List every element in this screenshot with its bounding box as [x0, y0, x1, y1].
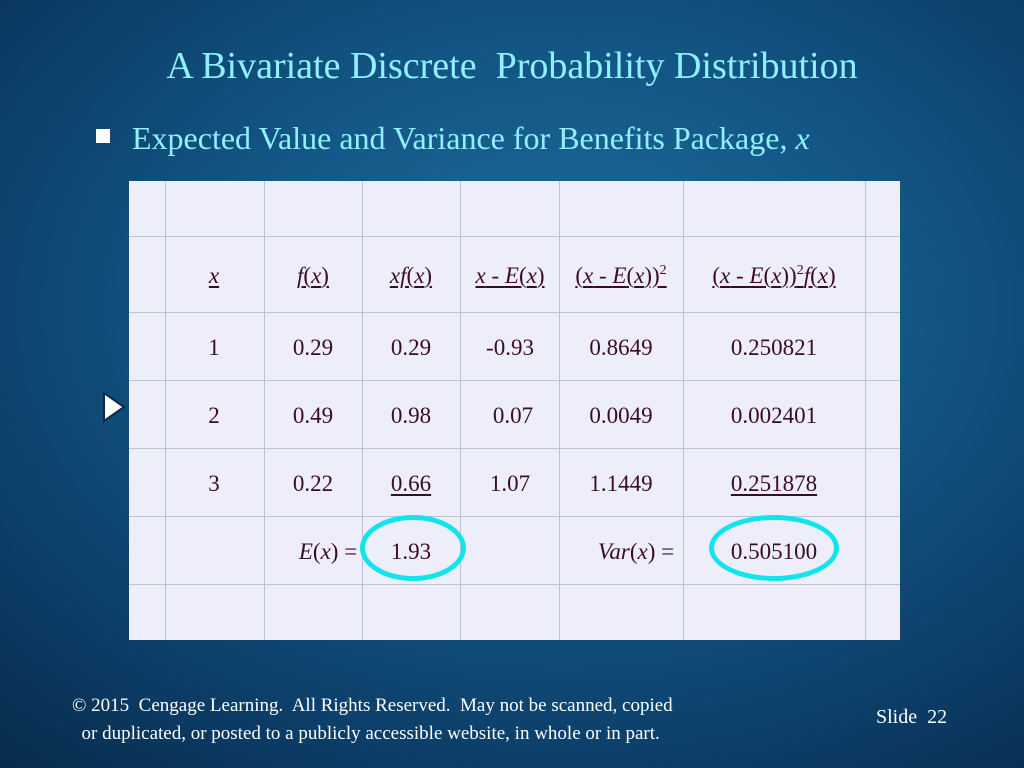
cell-xfx: 0.98 [390, 403, 432, 428]
cell-x: 2 [208, 403, 220, 428]
variance-label: Var(x) = [597, 539, 675, 564]
header-deviation-squared: (x - E(x))2 [575, 263, 667, 288]
cell-weighted-deviation: 0.002401 [730, 403, 818, 428]
variance-highlight [709, 515, 839, 581]
expected-value-label: E(x) = [298, 539, 358, 564]
bullet-text: Expected Value and Variance for Benefits… [132, 120, 796, 156]
cell-deviation-squared: 0.8649 [589, 335, 653, 360]
header-fx: f(x) [297, 263, 329, 288]
slide-title: A Bivariate Discrete Probability Distrib… [166, 45, 858, 87]
cell-deviation: -0.93 [486, 335, 534, 360]
copyright-notice: © 2015 Cengage Learning. All Rights Rese… [72, 692, 673, 748]
distribution-table: x f(x) xf(x) x - E(x) (x - E(x))2 (x - E… [129, 181, 900, 640]
header-weighted-deviation: (x - E(x))2f(x) [712, 263, 836, 288]
cell-x: 3 [208, 471, 220, 496]
expected-value-highlight [360, 515, 466, 581]
header-deviation: x - E(x) [475, 263, 545, 288]
cell-deviation-squared: 1.1449 [589, 471, 653, 496]
slide-number: Slide 22 [876, 706, 948, 728]
header-xfx: xf(x) [389, 263, 433, 288]
cell-fx: 0.22 [292, 471, 334, 496]
cell-xfx: 0.66 [390, 471, 432, 496]
square-bullet-icon [96, 129, 110, 143]
bullet-variable: x [795, 120, 810, 156]
cell-weighted-deviation: 0.251878 [730, 471, 818, 496]
copyright-line-1: © 2015 Cengage Learning. All Rights Rese… [72, 695, 673, 716]
bullet-point: Expected Value and Variance for Benefits… [96, 120, 810, 157]
cell-deviation: 1.07 [489, 471, 531, 496]
cell-fx: 0.49 [292, 403, 334, 428]
cell-x: 1 [208, 335, 220, 360]
cell-deviation: 0.07 [492, 403, 534, 428]
play-arrow-icon[interactable] [101, 391, 127, 423]
copyright-line-2: or duplicated, or posted to a publicly a… [72, 723, 660, 744]
cell-xfx: 0.29 [390, 335, 432, 360]
cell-fx: 0.29 [292, 335, 334, 360]
header-x: x [208, 263, 220, 288]
cell-weighted-deviation: 0.250821 [730, 335, 818, 360]
cell-deviation-squared: 0.0049 [589, 403, 653, 428]
